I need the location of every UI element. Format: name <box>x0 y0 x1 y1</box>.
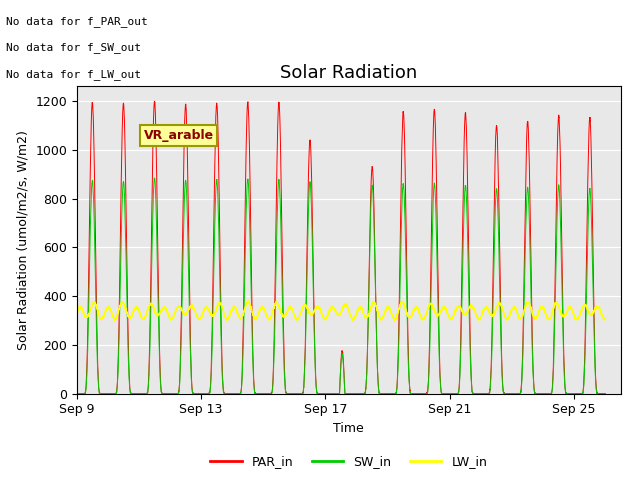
SW_in <box>157 387 165 393</box>
SW_in <box>392 391 400 396</box>
SW_in <box>397 216 405 222</box>
LW_in <box>121 303 129 309</box>
LW_in <box>451 310 458 316</box>
PAR_in <box>157 387 165 393</box>
Text: No data for f_PAR_out: No data for f_PAR_out <box>6 16 148 27</box>
Text: No data for f_SW_out: No data for f_SW_out <box>6 42 141 53</box>
SW_in <box>73 391 81 396</box>
LW_in <box>349 318 357 324</box>
Line: PAR_in: PAR_in <box>77 101 605 394</box>
X-axis label: Time: Time <box>333 422 364 435</box>
SW_in <box>602 391 609 396</box>
PAR_in <box>150 98 158 104</box>
LW_in <box>244 298 252 303</box>
LW_in <box>602 317 609 323</box>
PAR_in <box>602 391 609 396</box>
SW_in <box>150 175 158 181</box>
LW_in <box>157 308 165 314</box>
SW_in <box>183 202 191 208</box>
LW_in <box>392 315 400 321</box>
SW_in <box>121 206 129 212</box>
Line: LW_in: LW_in <box>77 300 605 321</box>
PAR_in <box>121 140 129 145</box>
Text: VR_arable: VR_arable <box>143 129 214 142</box>
LW_in <box>183 311 191 316</box>
Text: No data for f_LW_out: No data for f_LW_out <box>6 69 141 80</box>
Legend: PAR_in, SW_in, LW_in: PAR_in, SW_in, LW_in <box>205 450 492 473</box>
Title: Solar Radiation: Solar Radiation <box>280 64 417 82</box>
Y-axis label: Solar Radiation (umol/m2/s, W/m2): Solar Radiation (umol/m2/s, W/m2) <box>17 130 29 350</box>
PAR_in <box>183 134 191 140</box>
PAR_in <box>397 157 405 163</box>
LW_in <box>73 310 81 315</box>
PAR_in <box>392 391 400 396</box>
Line: SW_in: SW_in <box>77 178 605 394</box>
PAR_in <box>451 391 458 396</box>
SW_in <box>451 391 458 396</box>
LW_in <box>398 300 406 305</box>
PAR_in <box>73 391 81 396</box>
